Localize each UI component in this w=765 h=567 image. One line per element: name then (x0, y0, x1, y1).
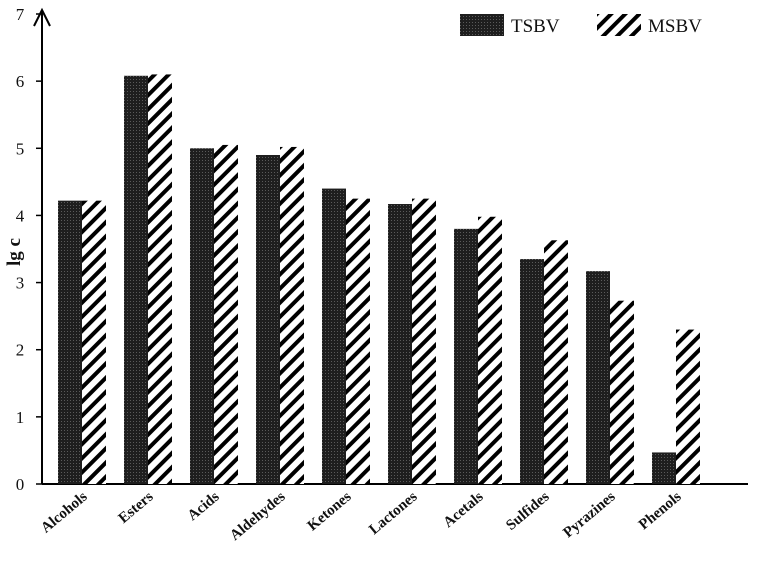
bar-tsbv-sulfides (520, 259, 544, 484)
x-category-label: Phenols (636, 489, 685, 534)
x-category-label: Esters (116, 489, 157, 527)
y-tick-label: 2 (16, 341, 25, 360)
y-axis-arrow (33, 7, 51, 27)
bar-tsbv-acetals (454, 228, 478, 484)
legend-label-tsbv: TSBV (511, 16, 560, 37)
bar-msbv-lactones (412, 198, 436, 484)
bar-msbv-ketones (346, 198, 370, 484)
x-category-label: Ketones (305, 489, 355, 535)
bar-tsbv-acids (190, 148, 214, 485)
x-category-label: Sulfides (503, 489, 552, 534)
bar-msbv-acetals (478, 216, 502, 484)
x-category-label: Pyrazines (560, 489, 618, 542)
bars (58, 74, 700, 485)
x-category-label: Acids (185, 489, 223, 524)
bar-msbv-aldehydes (280, 146, 304, 484)
y-axis-title: lg c (4, 238, 25, 266)
bar-tsbv-ketones (322, 188, 346, 485)
x-category-label: Aldehydes (227, 489, 288, 544)
bar-msbv-esters (148, 74, 172, 484)
legend-swatch-tsbv (460, 14, 504, 36)
legend: TSBV MSBV (460, 14, 702, 37)
bar-msbv-pyrazines (610, 300, 634, 484)
legend-label-msbv: MSBV (648, 16, 702, 37)
bar-msbv-alcohols (82, 200, 106, 484)
y-tick-label: 1 (16, 408, 25, 427)
x-category-label: Acetals (441, 489, 487, 531)
y-tick-label: 5 (16, 139, 25, 158)
bar-tsbv-alcohols (58, 200, 82, 484)
y-tick-label: 4 (16, 206, 25, 225)
bar-msbv-acids (214, 144, 238, 484)
bar-tsbv-lactones (388, 204, 412, 484)
bar-tsbv-phenols (652, 452, 676, 484)
y-tick-label: 3 (16, 274, 25, 293)
y-tick-label: 6 (16, 72, 25, 91)
bar-tsbv-esters (124, 75, 148, 485)
bar-msbv-phenols (676, 329, 700, 484)
category-labels: Alcohols Esters Acids Aldehydes Ketones Lacto… (38, 489, 685, 544)
bar-msbv-sulfides (544, 240, 568, 484)
x-category-label: Lactones (366, 489, 420, 538)
bar-tsbv-pyrazines (586, 271, 610, 484)
legend-swatch-msbv (597, 14, 641, 36)
x-category-label: Alcohols (38, 489, 91, 537)
y-ticks: 0 1 2 3 4 5 6 7 (16, 5, 42, 494)
y-tick-label: 7 (16, 5, 25, 24)
y-tick-label: 0 (16, 475, 25, 494)
bar-tsbv-aldehydes (256, 155, 280, 484)
